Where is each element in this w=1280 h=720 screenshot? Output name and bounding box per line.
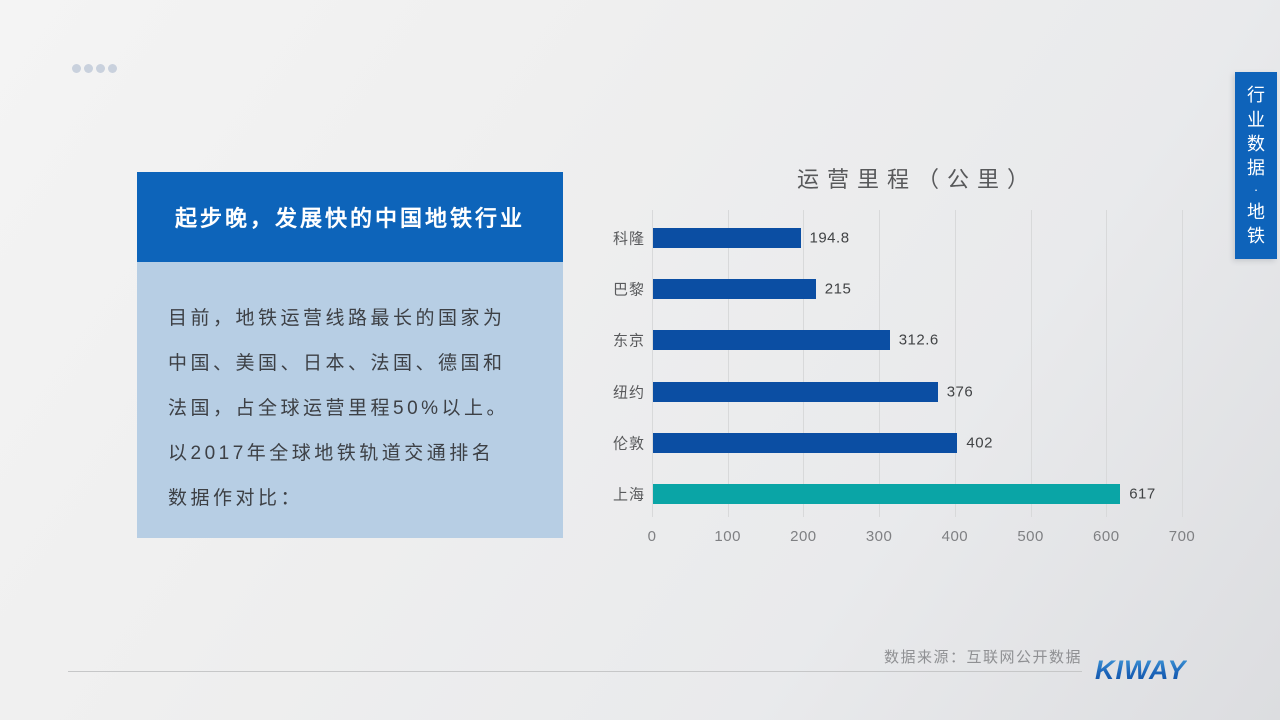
x-tick-label: 700 bbox=[1168, 528, 1196, 545]
intro-line: 目前，地铁运营线路最长的国家为 bbox=[168, 308, 506, 329]
category-label: 科隆 bbox=[612, 230, 645, 248]
gridline bbox=[954, 210, 956, 517]
chart-title: 运营里程（公里） bbox=[796, 167, 1037, 192]
category-label: 巴黎 bbox=[612, 281, 645, 299]
bar bbox=[653, 381, 938, 402]
category-label: 上海 bbox=[612, 486, 645, 504]
x-tick-label: 400 bbox=[941, 528, 969, 545]
section-title: 起步晚，发展快的中国地铁行业 bbox=[174, 206, 525, 231]
ribbon-char: 地 bbox=[1247, 201, 1265, 222]
gridline bbox=[727, 210, 729, 517]
x-tick-label: 200 bbox=[790, 528, 817, 545]
category-label: 纽约 bbox=[612, 384, 645, 402]
gridline bbox=[652, 210, 653, 517]
x-tick-label: 300 bbox=[865, 528, 893, 545]
intro-line: 以2017年全球地铁轨道交通排名 bbox=[168, 443, 495, 464]
x-tick-label: 500 bbox=[1017, 528, 1044, 545]
bar-value-label: 376 bbox=[946, 383, 974, 401]
bar bbox=[653, 432, 958, 453]
dot-icon bbox=[108, 64, 117, 73]
ribbon-char: · bbox=[1253, 182, 1259, 198]
ribbon-char: 据 bbox=[1247, 158, 1265, 178]
ribbon-char: 业 bbox=[1247, 109, 1265, 130]
x-tick-label: 0 bbox=[647, 528, 657, 545]
bar-value-label: 215 bbox=[824, 280, 852, 298]
gridline bbox=[1106, 210, 1108, 517]
bar-value-label: 312.6 bbox=[898, 331, 939, 349]
ribbon-char: 铁 bbox=[1247, 225, 1265, 246]
category-label: 伦敦 bbox=[612, 435, 645, 453]
dot-icon bbox=[96, 64, 105, 73]
bar-value-label: 402 bbox=[966, 434, 993, 452]
bar-value-label: 617 bbox=[1129, 485, 1156, 503]
dot-icon bbox=[72, 64, 81, 73]
bar bbox=[653, 484, 1121, 504]
intro-text: 目前，地铁运营线路最长的国家为 中国、美国、日本、法国、德国和 法国，占全球运营里程… bbox=[168, 296, 539, 521]
intro-text-box: 目前，地铁运营线路最长的国家为 中国、美国、日本、法国、德国和 法国，占全球运营里程… bbox=[137, 262, 563, 538]
section-title-box: 起步晚，发展快的中国地铁行业 bbox=[137, 172, 563, 262]
bar bbox=[653, 228, 801, 248]
category-label: 东京 bbox=[612, 332, 645, 350]
bar bbox=[653, 279, 816, 300]
x-tick-label: 100 bbox=[714, 528, 741, 545]
x-tick-label: 600 bbox=[1093, 528, 1120, 545]
side-ribbon: 行业数据 · 地铁 bbox=[1235, 72, 1277, 259]
intro-line: 法国，占全球运营里程50%以上。 bbox=[168, 398, 510, 419]
brand-logo: KIWAY bbox=[1095, 655, 1187, 685]
ribbon-char: 行 bbox=[1247, 85, 1265, 106]
chart-plot: 0 100 200 300 400 500 600 700 科隆 194.8 巴黎 215 东京 312.… bbox=[613, 210, 1195, 545]
bar-value-label: 194.8 bbox=[809, 229, 850, 247]
intro-line: 中国、美国、日本、法国、德国和 bbox=[168, 353, 506, 374]
gridline bbox=[1182, 210, 1183, 517]
data-source-note: 数据来源：互联网公开数据 bbox=[883, 649, 1082, 666]
ribbon-char: 数 bbox=[1247, 133, 1265, 154]
bar bbox=[653, 330, 890, 351]
footer-divider bbox=[68, 671, 1082, 672]
intro-line: 数据作对比： bbox=[168, 488, 304, 509]
dot-icon bbox=[84, 64, 93, 73]
gridline bbox=[803, 210, 805, 517]
gridline bbox=[879, 210, 881, 517]
gridline bbox=[1030, 210, 1032, 517]
dots-decoration bbox=[72, 64, 117, 73]
